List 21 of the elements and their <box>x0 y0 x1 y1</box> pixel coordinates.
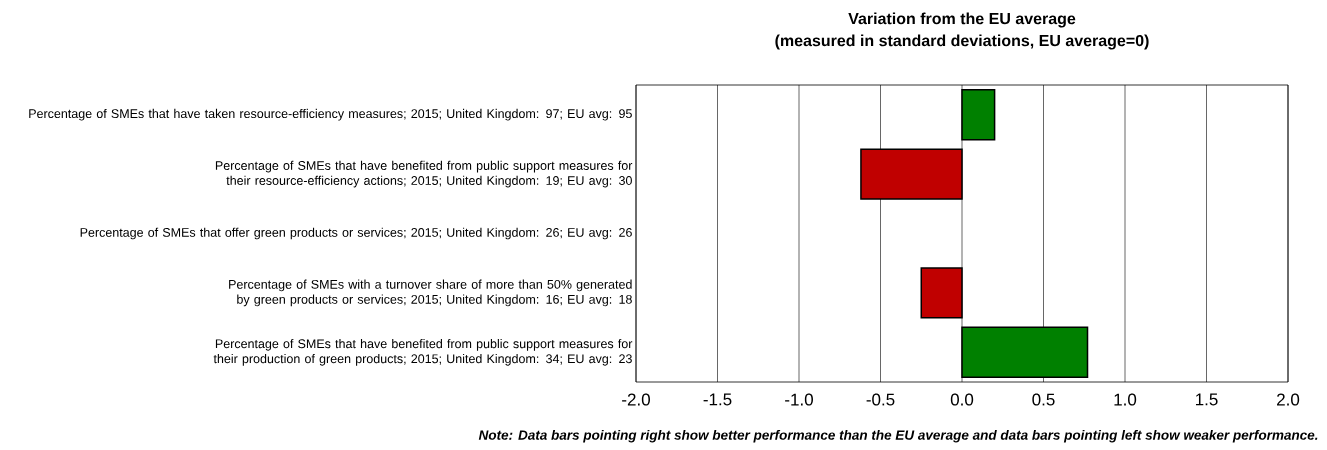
chart-title: Variation from the EU average <box>848 12 1076 28</box>
chart-subtitle: (measured in standard deviations, EU average=0) <box>775 34 1149 50</box>
bar <box>961 89 996 141</box>
x-tick-label: 1.5 <box>1195 393 1218 406</box>
y-tick-label: Percentage of SMEs that have taken resource-efficiency measures; 2015; United Kingdom: 97; EU avg: 95 <box>29 108 632 121</box>
bar <box>860 148 963 200</box>
y-tick-label: Percentage of SMEs that offer green products or services; 2015; United Kingdom: 26; EU avg: 26 <box>80 227 632 240</box>
bar <box>920 267 963 319</box>
x-tick-label: -1.0 <box>785 393 813 406</box>
bar <box>961 326 1089 378</box>
text: Note: Data bars pointing right show better performance than the EU average and data bars pointing left show weaker performance. <box>478 429 1318 443</box>
x-tick-label: -1.5 <box>703 393 732 406</box>
x-tick-label: 1.0 <box>1114 393 1137 406</box>
y-tick-label: Percentage of SMEs that have benefited from public support measures for their resource-efficiency actions; 2015; United Kingdom: 19; EU avg: 30 <box>215 160 633 188</box>
x-tick-label: -2.0 <box>622 393 650 406</box>
x-tick-label: -0.5 <box>866 393 895 406</box>
x-tick-label: 0.0 <box>950 393 974 406</box>
x-tick-label: 0.5 <box>1032 393 1055 406</box>
y-tick-label: Percentage of SMEs with a turnover share of more than 50% generated by green products or services; 2015; United Kingdom: 16; EU avg: 18 <box>229 279 632 307</box>
x-tick-label: 2.0 <box>1277 393 1300 406</box>
y-tick-label: Percentage of SMEs that have benefited from public support measures for their production of green products; 2015; United Kingdom: 34; EU avg: 23 <box>213 338 633 366</box>
